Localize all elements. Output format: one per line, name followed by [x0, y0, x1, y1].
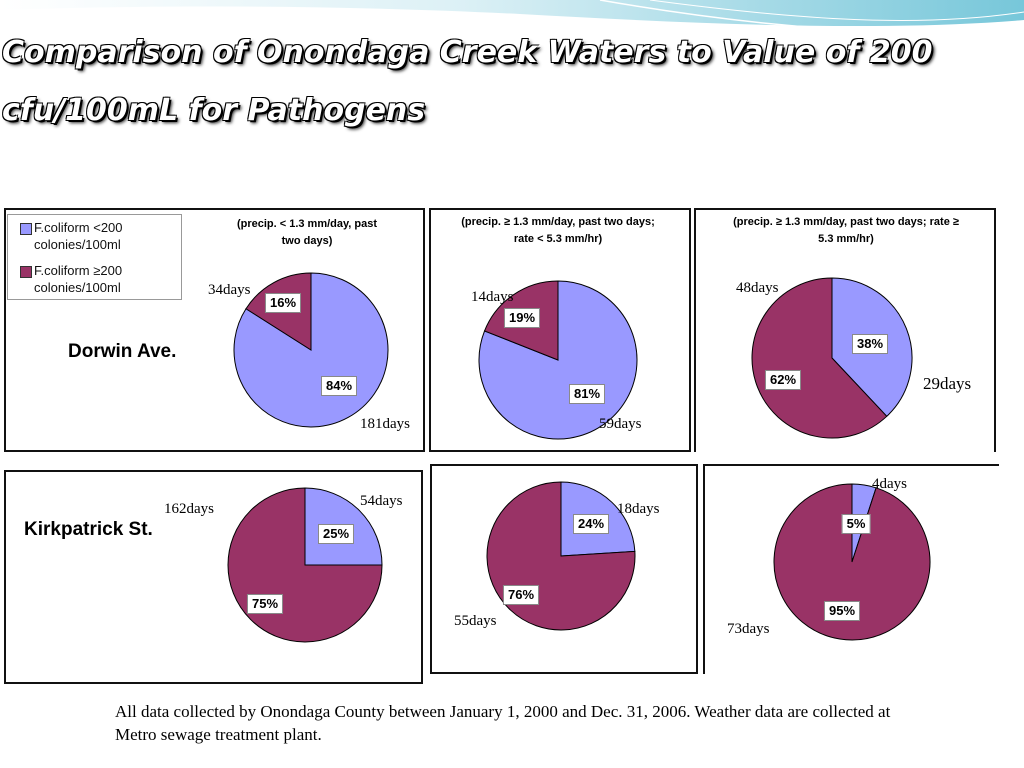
- days-label: 14days: [471, 289, 514, 305]
- pie-slice-above-200: [751, 277, 888, 439]
- days-label: 18days: [617, 501, 660, 517]
- days-label: 162days: [164, 501, 214, 517]
- chart-legend: F.coliform <200 colonies/100ml F.colifor…: [7, 214, 182, 300]
- pie-slice-above-200: [773, 483, 931, 641]
- pie-chart-dorwin-high-rate: [751, 277, 913, 439]
- site-label-dorwin: Dorwin Ave.: [68, 341, 177, 362]
- pie-chart-kirkpatrick-dry: [227, 487, 383, 643]
- pie-chart-kirkpatrick-low-rate: [486, 481, 636, 631]
- days-label: 48days: [736, 280, 779, 296]
- pct-label: 24%: [572, 514, 610, 534]
- pie-chart-dorwin-dry: [233, 272, 389, 428]
- legend-label-above-200: F.coliform ≥200 colonies/100ml: [34, 263, 123, 295]
- pct-label: 75%: [246, 594, 284, 614]
- days-label: 54days: [360, 493, 403, 509]
- days-label: 34days: [208, 282, 251, 298]
- site-label-kirkpatrick: Kirkpatrick St.: [24, 519, 153, 540]
- days-label: 29days: [923, 374, 972, 393]
- days-label: 4days: [872, 476, 907, 492]
- pct-label: 25%: [317, 524, 355, 544]
- pct-label: 81%: [568, 384, 606, 404]
- slide-title: Comparison of Onondaga Creek Waters to V…: [2, 35, 933, 128]
- days-label: 55days: [454, 613, 497, 629]
- days-label: 59days: [599, 416, 642, 432]
- pct-label: 95%: [823, 601, 861, 621]
- condition-label-2: (precip. ≥ 1.3 mm/day, past two days; ra…: [461, 216, 655, 245]
- legend-swatch-above-200: [20, 266, 32, 278]
- legend-label-below-200: F.coliform <200 colonies/100ml: [34, 220, 123, 252]
- header-wave-decoration: [0, 0, 1024, 34]
- legend-swatch-below-200: [20, 223, 32, 235]
- pct-label: 76%: [502, 585, 540, 605]
- days-label: 181days: [360, 416, 410, 432]
- pct-label: 5%: [841, 514, 871, 534]
- pct-label: 19%: [503, 308, 541, 328]
- footer-note: All data collected by Onondaga County be…: [115, 702, 891, 744]
- pct-label: 84%: [320, 376, 358, 396]
- pct-label: 16%: [264, 293, 302, 313]
- pct-label: 62%: [764, 370, 802, 390]
- condition-label-3: (precip. ≥ 1.3 mm/day, past two days; ra…: [733, 216, 959, 245]
- days-label: 73days: [727, 621, 770, 637]
- condition-label-1: (precip. < 1.3 mm/day, past two days): [236, 218, 378, 247]
- pct-label: 38%: [851, 334, 889, 354]
